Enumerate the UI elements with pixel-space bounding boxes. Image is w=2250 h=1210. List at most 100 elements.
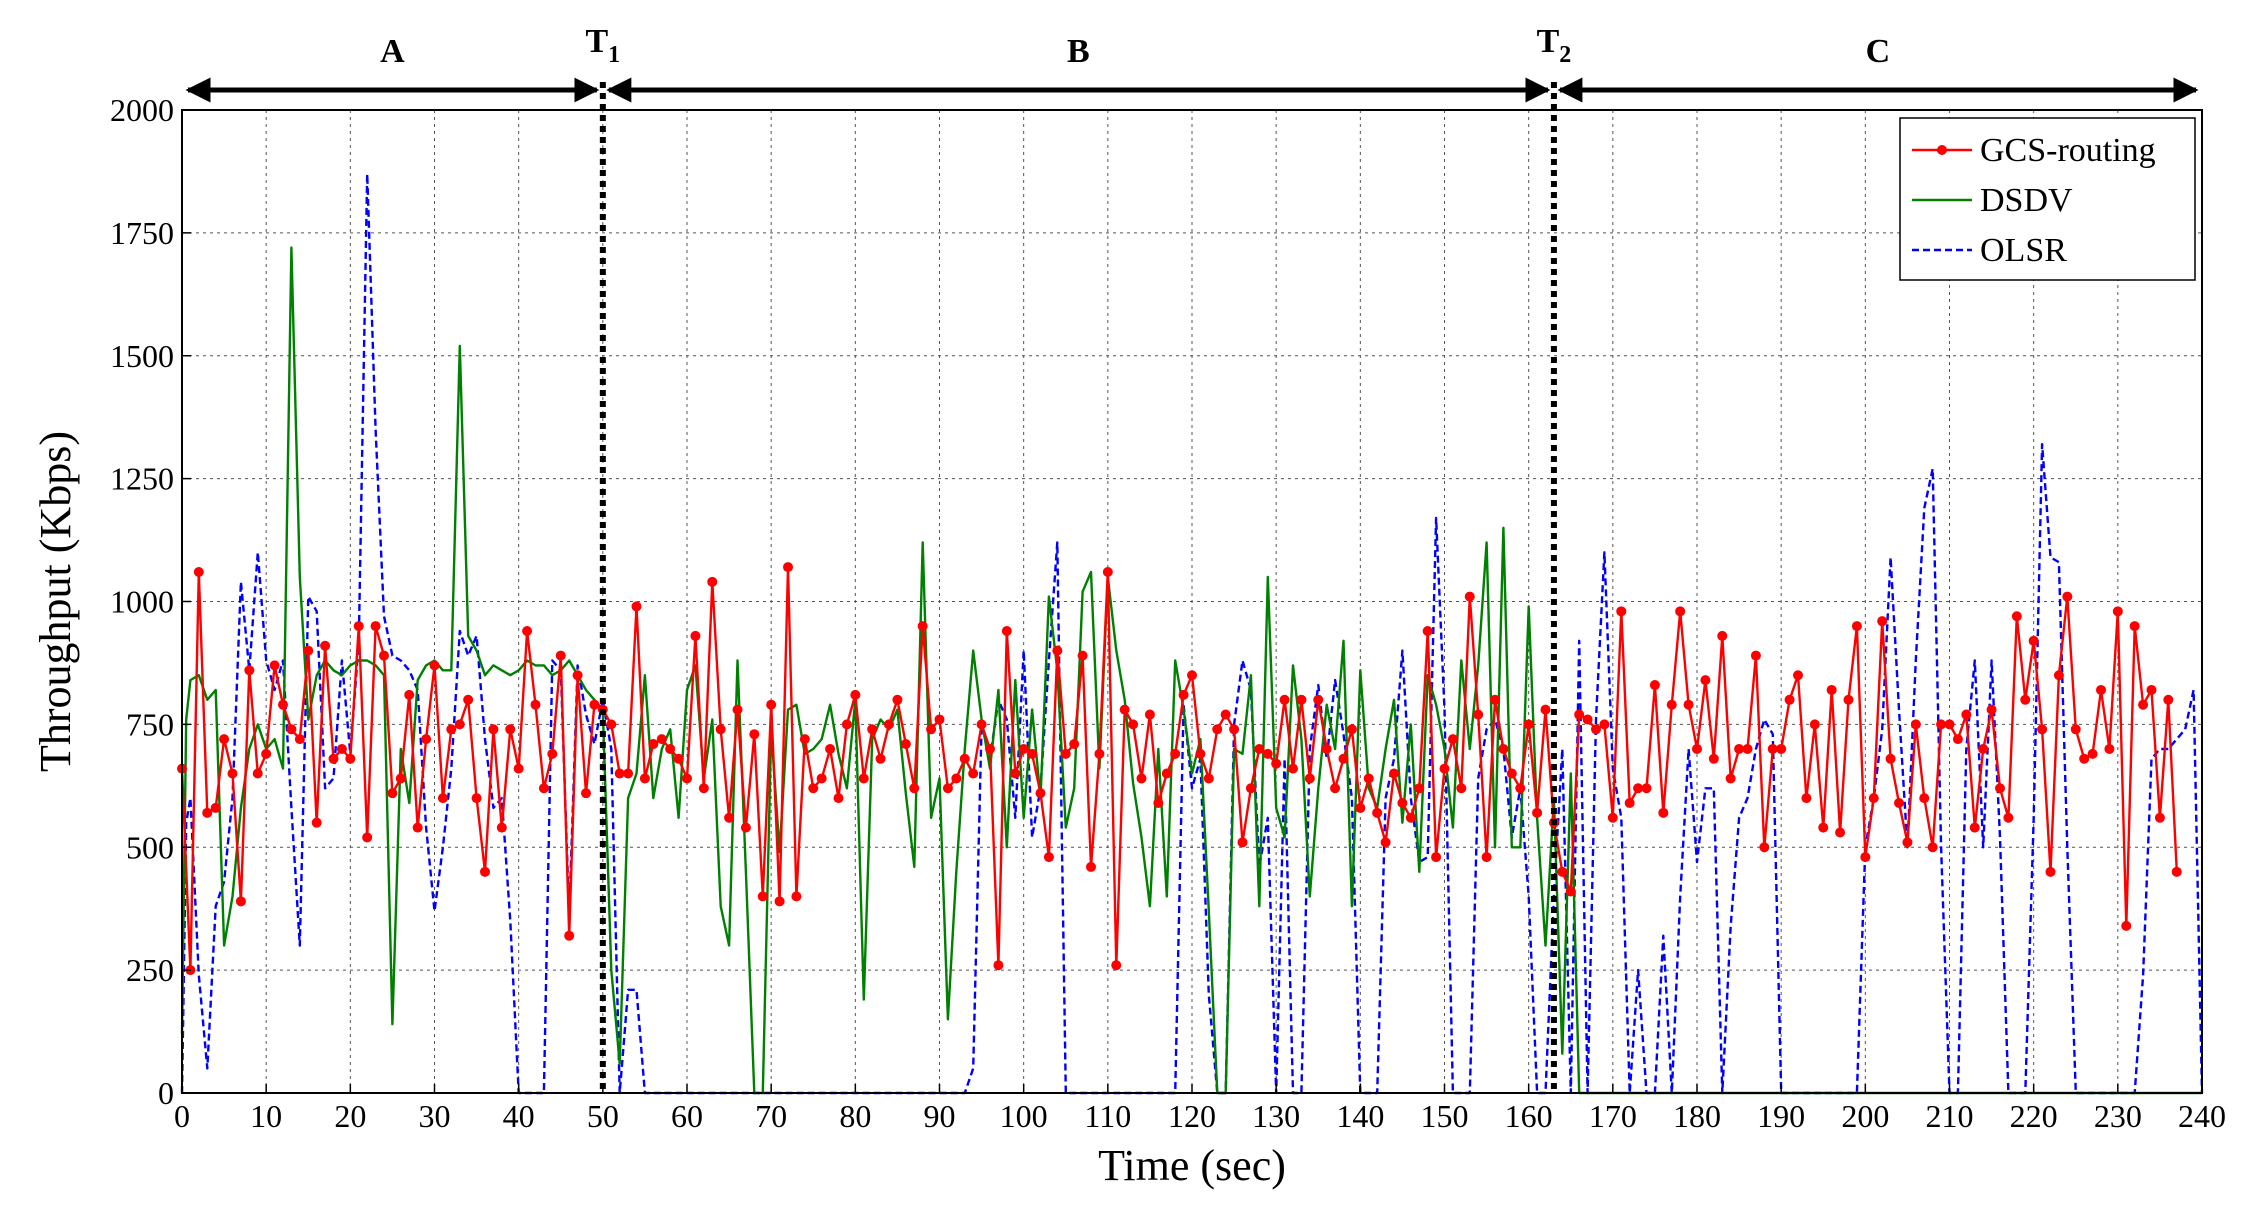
data-point-gcs-routing <box>1498 743 1509 754</box>
data-point-gcs-routing <box>1464 591 1475 602</box>
data-point-gcs-routing <box>1591 724 1601 735</box>
data-point-gcs-routing <box>1826 684 1837 695</box>
data-point-gcs-routing <box>1835 827 1846 838</box>
x-tick-label: 70 <box>755 1098 787 1134</box>
data-point-gcs-routing <box>1692 743 1702 754</box>
x-tick-label: 240 <box>2178 1098 2226 1134</box>
data-point-gcs-routing <box>1877 616 1888 627</box>
data-point-gcs-routing <box>2096 684 2106 695</box>
data-point-gcs-routing <box>799 734 810 745</box>
data-point-gcs-routing <box>1313 694 1324 705</box>
data-point-gcs-routing <box>2129 621 2140 632</box>
data-point-gcs-routing <box>538 783 549 794</box>
data-point-gcs-routing <box>1296 694 1307 705</box>
series-line-gcs-routing <box>180 565 2178 972</box>
data-point-gcs-routing <box>2171 866 2182 877</box>
grid <box>181 109 2203 1094</box>
data-point-gcs-routing <box>193 567 204 578</box>
x-tick-label: 120 <box>1168 1098 1216 1134</box>
data-point-gcs-routing <box>589 699 600 710</box>
data-point-gcs-routing <box>1170 748 1181 759</box>
x-tick-label: 130 <box>1252 1098 1300 1134</box>
data-point-gcs-routing <box>1346 724 1357 735</box>
data-point-gcs-routing <box>884 719 894 730</box>
data-point-gcs-routing <box>1969 822 1980 833</box>
data-point-gcs-routing <box>1018 743 1029 754</box>
data-point-gcs-routing <box>572 670 583 681</box>
data-point-gcs-routing <box>1271 758 1282 769</box>
data-point-gcs-routing <box>614 768 625 779</box>
data-point-gcs-routing <box>227 768 238 779</box>
data-point-gcs-routing <box>850 689 861 700</box>
data-point-gcs-routing <box>732 704 743 715</box>
data-point-gcs-routing <box>513 763 524 774</box>
data-point-gcs-routing <box>909 783 920 794</box>
x-tick-label: 20 <box>334 1098 366 1134</box>
data-point-gcs-routing <box>766 699 777 710</box>
data-point-gcs-routing <box>496 822 507 833</box>
data-point-gcs-routing <box>1321 743 1332 754</box>
data-point-gcs-routing <box>858 773 869 784</box>
data-point-gcs-routing <box>740 822 751 833</box>
ticks: 0 10 20 30 40 50 60 70 80 90 100 110 120 130 140 150 160… <box>110 92 2226 1134</box>
data-point-gcs-routing <box>1043 852 1054 863</box>
data-point-gcs-routing <box>673 753 684 764</box>
data-point-gcs-routing <box>547 748 558 759</box>
data-point-gcs-routing <box>1793 670 1803 681</box>
data-point-gcs-routing <box>1447 734 1458 745</box>
data-point-gcs-routing <box>395 773 406 784</box>
data-point-gcs-routing <box>2020 694 2031 705</box>
data-point-gcs-routing <box>581 788 591 799</box>
data-point-gcs-routing <box>833 793 844 804</box>
data-point-gcs-routing <box>437 793 448 804</box>
data-point-gcs-routing <box>1759 842 1770 853</box>
data-point-gcs-routing <box>2011 611 2022 622</box>
data-point-gcs-routing <box>1490 694 1500 705</box>
data-point-gcs-routing <box>1220 709 1231 720</box>
data-point-gcs-routing <box>841 719 852 730</box>
y-tick-label: 1250 <box>110 461 174 497</box>
data-point-gcs-routing <box>1927 842 1938 853</box>
data-point-gcs-routing <box>1902 837 1913 848</box>
data-point-gcs-routing <box>623 768 634 779</box>
data-point-gcs-routing <box>1330 783 1341 794</box>
data-point-gcs-routing <box>2070 724 2081 735</box>
data-point-gcs-routing <box>1077 650 1088 661</box>
legend-marker-gcs-routing <box>1937 145 1947 155</box>
region-label: B <box>1067 33 1090 70</box>
data-point-gcs-routing <box>1944 719 1955 730</box>
data-point-gcs-routing <box>1978 743 1989 754</box>
data-point-gcs-routing <box>698 783 709 794</box>
data-point-gcs-routing <box>1161 768 1172 779</box>
data-point-gcs-routing <box>976 719 987 730</box>
x-tick-label: 100 <box>1000 1098 1048 1134</box>
data-point-gcs-routing <box>286 724 297 735</box>
data-point-gcs-routing <box>210 802 221 813</box>
data-point-gcs-routing <box>1195 748 1206 759</box>
data-point-gcs-routing <box>875 753 886 764</box>
y-tick-label: 0 <box>158 1075 174 1111</box>
data-point-gcs-routing <box>1809 719 1820 730</box>
data-point-gcs-routing <box>522 625 533 636</box>
data-point-gcs-routing <box>774 896 785 907</box>
legend-label-dsdv: DSDV <box>1980 182 2073 219</box>
data-point-gcs-routing <box>2062 591 2073 602</box>
data-point-gcs-routing <box>1372 807 1383 818</box>
data-point-gcs-routing <box>1144 709 1155 720</box>
data-point-gcs-routing <box>707 576 718 587</box>
data-point-gcs-routing <box>303 645 314 656</box>
data-point-gcs-routing <box>2112 606 2123 617</box>
data-point-gcs-routing <box>2154 812 2165 823</box>
data-point-gcs-routing <box>320 640 331 651</box>
data-point-gcs-routing <box>1153 798 1164 809</box>
data-point-gcs-routing <box>505 724 516 735</box>
data-point-gcs-routing <box>1894 798 1904 809</box>
marker-label-sub: 1 <box>608 42 620 68</box>
data-point-gcs-routing <box>370 621 381 632</box>
data-point-gcs-routing <box>252 768 263 779</box>
x-tick-label: 180 <box>1673 1098 1721 1134</box>
data-point-gcs-routing <box>1355 802 1366 813</box>
data-point-gcs-routing <box>917 621 928 632</box>
data-point-gcs-routing <box>1389 768 1399 779</box>
data-point-gcs-routing <box>1111 960 1122 971</box>
